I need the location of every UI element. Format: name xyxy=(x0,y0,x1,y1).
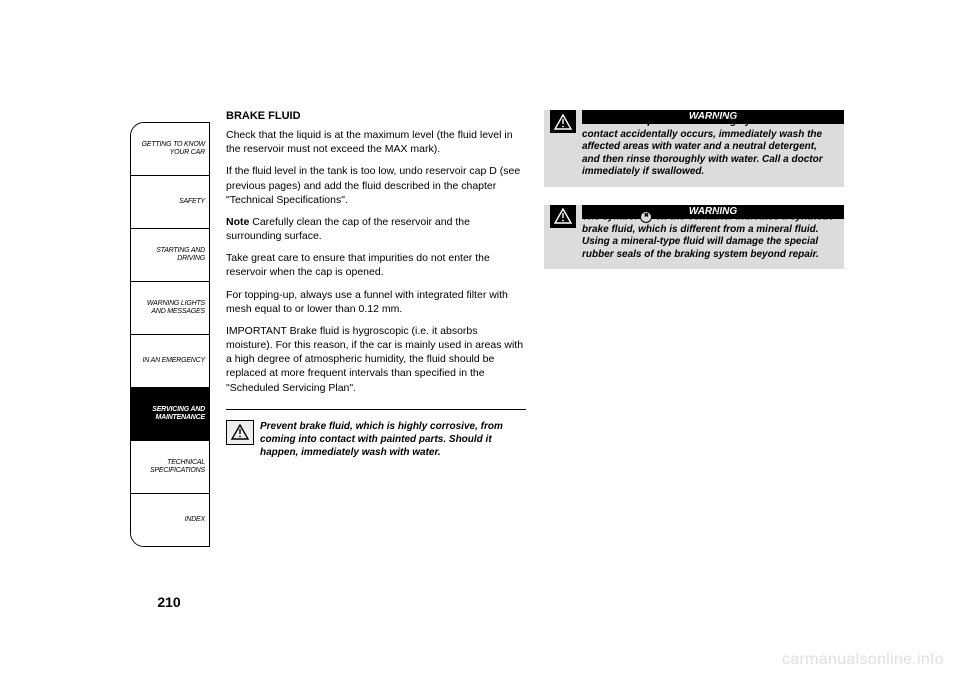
tab-technical-specs: TECHNICAL SPECIFICATIONS xyxy=(131,441,209,494)
column-right: WARNING Brake fluid is poisonous and hig… xyxy=(544,110,844,459)
note-text: Carefully clean the cap of the reservoir… xyxy=(226,216,470,242)
warning-icon xyxy=(550,110,576,133)
section-tabs: GETTING TO KNOW YOUR CAR SAFETY STARTING… xyxy=(130,122,210,547)
body-paragraph: If the fluid level in the tank is too lo… xyxy=(226,164,526,207)
tab-label-line2: SPECIFICATIONS xyxy=(150,467,205,475)
tab-label-line1: GETTING TO KNOW xyxy=(142,141,205,149)
tab-label-line2: MAINTENANCE xyxy=(155,414,205,422)
tab-getting-to-know: GETTING TO KNOW YOUR CAR xyxy=(131,123,209,176)
warning-text-a: The symbol xyxy=(582,211,640,222)
tab-warning-lights: WARNING LIGHTS AND MESSAGES xyxy=(131,282,209,335)
tab-index: INDEX xyxy=(131,494,209,546)
body-paragraph: IMPORTANT Brake fluid is hygroscopic (i.… xyxy=(226,324,526,395)
tab-label-line1: TECHNICAL xyxy=(167,459,205,467)
tab-label-line1: WARNING LIGHTS xyxy=(147,300,205,308)
body-paragraph: For topping-up, always use a funnel with… xyxy=(226,288,526,316)
warning-box: WARNING The symbol ✖ on the container in… xyxy=(544,205,844,270)
tab-label-line1: IN AN EMERGENCY xyxy=(143,357,205,365)
tab-starting-driving: STARTING AND DRIVING xyxy=(131,229,209,282)
manual-page: GETTING TO KNOW YOUR CAR SAFETY STARTING… xyxy=(130,110,850,610)
caution-callout: Prevent brake fluid, which is highly cor… xyxy=(226,420,526,459)
tab-safety: SAFETY xyxy=(131,176,209,229)
body-paragraph: Check that the liquid is at the maximum … xyxy=(226,128,526,156)
tab-label-line1: STARTING AND xyxy=(156,247,205,255)
warning-body: Brake fluid is poisonous and highly corr… xyxy=(544,124,844,187)
warning-box: WARNING Brake fluid is poisonous and hig… xyxy=(544,110,844,187)
note-label: Note xyxy=(226,216,249,228)
caution-text: Prevent brake fluid, which is highly cor… xyxy=(260,420,526,459)
divider xyxy=(226,409,526,410)
tab-label-line2: AND MESSAGES xyxy=(151,308,205,316)
body-paragraph: Take great care to ensure that impuritie… xyxy=(226,251,526,279)
body-paragraph: Note Carefully clean the cap of the rese… xyxy=(226,215,526,243)
page-number: 210 xyxy=(130,594,208,610)
caution-icon xyxy=(226,420,254,445)
tab-label-line2: DRIVING xyxy=(177,255,205,263)
tab-emergency: IN AN EMERGENCY xyxy=(131,335,209,388)
brake-fluid-symbol-icon: ✖ xyxy=(640,211,652,223)
content-area: BRAKE FLUID Check that the liquid is at … xyxy=(226,110,846,459)
section-title: BRAKE FLUID xyxy=(226,110,526,122)
warning-text: Brake fluid is poisonous and highly corr… xyxy=(582,116,836,179)
warning-body: The symbol ✖ on the container indicates … xyxy=(544,219,844,270)
column-left: BRAKE FLUID Check that the liquid is at … xyxy=(226,110,526,459)
tab-label-line2: YOUR CAR xyxy=(170,149,205,157)
tab-label-line1: SERVICING AND xyxy=(152,406,205,414)
tab-servicing-maintenance: SERVICING AND MAINTENANCE xyxy=(131,388,209,441)
warning-icon xyxy=(550,205,576,228)
tab-label-line1: INDEX xyxy=(185,516,205,524)
watermark: carmanualsonline.info xyxy=(782,651,944,669)
warning-text: The symbol ✖ on the container indicates … xyxy=(582,211,836,262)
tab-label-line1: SAFETY xyxy=(179,198,205,206)
